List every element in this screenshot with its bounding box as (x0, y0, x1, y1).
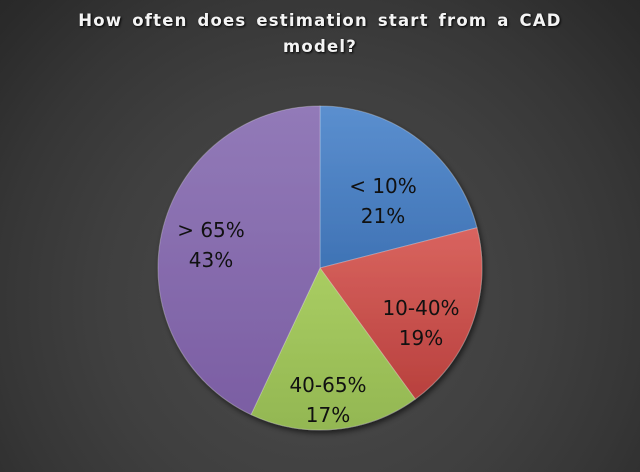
slice-label: > 65% 43% (177, 218, 245, 272)
slice-label: 40-65% 17% (289, 373, 366, 427)
slice-label: < 10% 21% (349, 174, 417, 228)
chart-title: How often does estimation start from a C… (78, 11, 562, 56)
slice-label: 10-40% 19% (382, 296, 459, 350)
pie-slice-1 (319, 105, 478, 269)
pie-slice-3 (250, 267, 416, 431)
pie-slice-4 (157, 105, 321, 416)
pie-slice-2 (319, 227, 483, 400)
